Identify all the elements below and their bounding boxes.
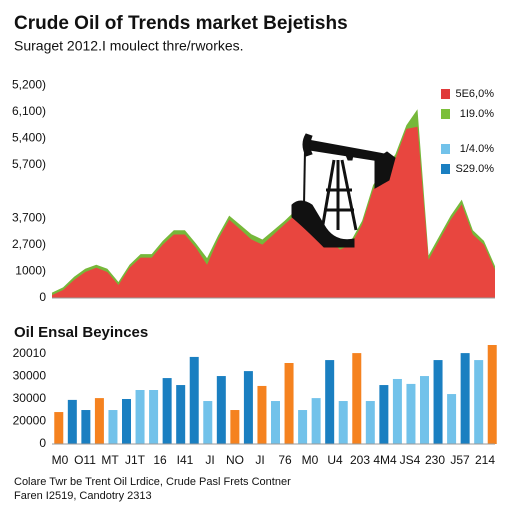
oil-derrick-icon: [291, 133, 396, 248]
bar: [420, 376, 429, 444]
x-tick-label: I41: [177, 453, 194, 467]
chart-subtitle: Suraget 2012.I moulect thre/rworkes.: [14, 38, 244, 54]
bar: [474, 360, 484, 444]
x-tick-label: M0: [302, 453, 319, 467]
legend-swatch: [441, 144, 450, 154]
y-tick-label: 2,700): [12, 237, 46, 251]
bar: [203, 401, 213, 444]
bar: [338, 401, 348, 444]
x-tick-label: O11: [74, 453, 96, 467]
bar: [135, 390, 145, 444]
bar: [311, 398, 321, 444]
x-tick-label: 76: [278, 453, 292, 467]
bar: [81, 410, 91, 444]
x-tick-label: J57: [450, 453, 470, 467]
bar: [271, 401, 280, 444]
bar: [392, 378, 402, 444]
legend-label: S29.0%: [455, 163, 494, 175]
x-tick-label: 203: [350, 453, 370, 467]
y-tick-label: 0: [39, 290, 46, 304]
plot: 0 1000) 2,700) 3,700) 5,700) 5,400) 6,100) 5,20…: [12, 77, 497, 467]
x-tick-label: 16: [153, 453, 167, 467]
x-tick-label: JI: [205, 453, 214, 467]
x-tick-label: JS4: [400, 453, 421, 467]
x-tick-label: 214: [475, 453, 495, 467]
x-tick-label: 230: [425, 453, 445, 467]
area: [52, 126, 495, 298]
y-tick-label: 30000: [13, 369, 47, 383]
x-tick-label: 4M4: [373, 453, 397, 467]
bar: [406, 383, 416, 444]
bar: [162, 378, 172, 444]
bar: [189, 356, 199, 444]
bar: [243, 371, 253, 444]
legend-label: 5E6,0%: [455, 88, 494, 100]
x-tick-label: J1T: [125, 453, 146, 467]
bar: [122, 399, 131, 444]
bar: [284, 363, 294, 444]
bar: [379, 385, 389, 444]
y-tick-label: 5,400): [12, 131, 46, 145]
y-tick-label: 30000: [13, 391, 47, 405]
bar: [216, 376, 226, 444]
bar: [108, 410, 118, 444]
y-tick-label: 1000): [15, 264, 46, 278]
x-tick-label: U4: [327, 453, 343, 467]
bar: [447, 394, 457, 444]
bar: [298, 410, 308, 444]
bar: [176, 385, 186, 444]
bar: [67, 399, 77, 444]
y-tick-label: 20000: [13, 414, 47, 428]
bar: [54, 412, 64, 444]
legend-swatch: [441, 89, 450, 99]
y-tick-label: 5,200): [12, 77, 46, 91]
y-tick-label: 20010: [13, 346, 47, 360]
legend-swatch: [441, 109, 450, 119]
x-tick-label: NO: [226, 453, 244, 467]
bar: [257, 385, 267, 444]
bar: [352, 353, 362, 444]
bar: [433, 360, 443, 444]
bar: [487, 345, 497, 444]
x-tick-label: JI: [255, 453, 264, 467]
chart-title: Crude Oil of Trends market Bejetishs: [14, 13, 348, 34]
bar: [325, 360, 335, 444]
chart-title: Oil Ensal Beyinces: [14, 324, 148, 341]
legend-label: 1I9.0%: [460, 108, 494, 120]
legend-swatch: [441, 164, 450, 174]
bar: [230, 410, 240, 444]
footer-text: Faren I2519, Candotry 2313: [14, 490, 152, 502]
y-tick-label: 3,700): [12, 210, 46, 224]
bar: [460, 353, 470, 444]
y-tick-label: 0: [39, 436, 46, 450]
bar: [365, 401, 375, 444]
bar: [149, 390, 159, 444]
y-tick-label: 6,100): [12, 104, 46, 118]
bar: [94, 398, 104, 444]
footer-text: Colare Twr be Trent Oil Lrdice, Crude Pa…: [14, 476, 291, 488]
y-tick-label: 5,700): [12, 157, 46, 171]
x-tick-label: M0: [52, 453, 69, 467]
x-tick-label: MT: [101, 453, 119, 467]
legend-label: 1/4.0%: [460, 143, 494, 155]
